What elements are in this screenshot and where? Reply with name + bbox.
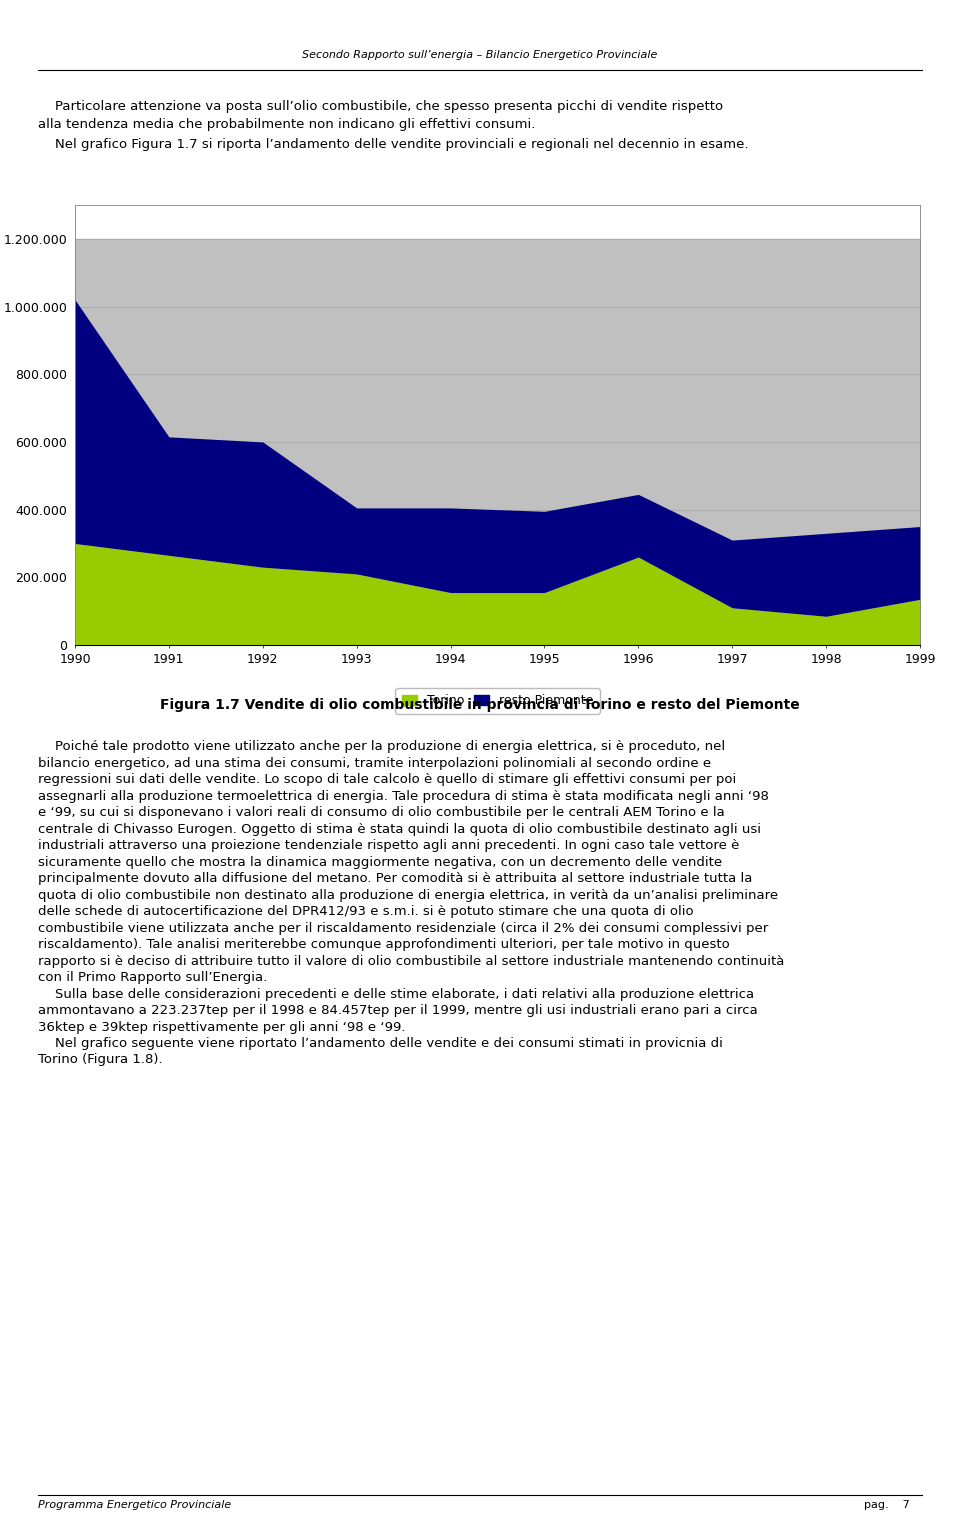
Text: Poiché tale prodotto viene utilizzato anche per la produzione di energia elettri: Poiché tale prodotto viene utilizzato an… — [38, 741, 784, 1066]
Text: Nel grafico Figura 1.7 si riporta l’andamento delle vendite provinciali e region: Nel grafico Figura 1.7 si riporta l’anda… — [38, 138, 749, 151]
Text: Figura 1.7 Vendite di olio combustibile in provincia di Torino e resto del Piemo: Figura 1.7 Vendite di olio combustibile … — [160, 698, 800, 711]
Legend: Torino, resto Piemonte: Torino, resto Piemonte — [396, 688, 600, 713]
Text: pag.    7: pag. 7 — [864, 1499, 910, 1510]
Text: Secondo Rapporto sull’energia – Bilancio Energetico Provinciale: Secondo Rapporto sull’energia – Bilancio… — [302, 50, 658, 60]
Text: alla tendenza media che probabilmente non indicano gli effettivi consumi.: alla tendenza media che probabilmente no… — [38, 118, 536, 132]
Text: Programma Energetico Provinciale: Programma Energetico Provinciale — [38, 1499, 231, 1510]
Text: Particolare attenzione va posta sull’olio combustibile, che spesso presenta picc: Particolare attenzione va posta sull’oli… — [38, 99, 724, 113]
